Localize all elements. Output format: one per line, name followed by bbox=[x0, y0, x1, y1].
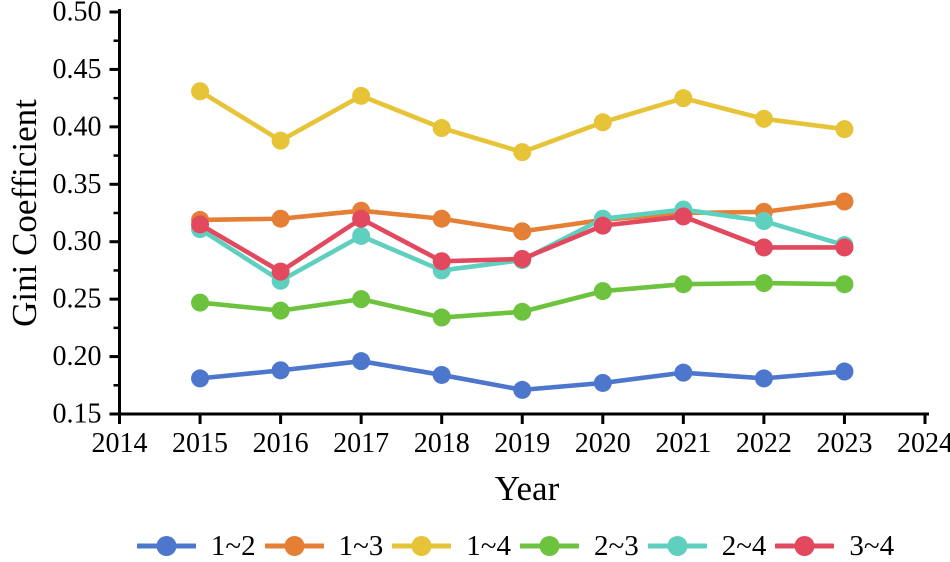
series-marker-2~3 bbox=[674, 275, 692, 293]
legend-line-marker-icon bbox=[520, 534, 579, 558]
series-marker-3~4 bbox=[594, 217, 612, 235]
x-tick-label: 2018 bbox=[414, 428, 470, 459]
series-marker-1~2 bbox=[272, 361, 290, 379]
series-marker-1~4 bbox=[674, 89, 692, 107]
series-marker-1~2 bbox=[433, 366, 451, 384]
y-tick-label: 0.15 bbox=[53, 399, 102, 430]
x-tick-label: 2015 bbox=[172, 428, 228, 459]
series-marker-1~2 bbox=[191, 369, 209, 387]
legend-label: 2~4 bbox=[722, 532, 767, 561]
series-marker-3~4 bbox=[835, 238, 853, 256]
series-marker-3~4 bbox=[272, 263, 290, 281]
legend-label: 3~4 bbox=[849, 532, 894, 561]
legend-item-2~3: 2~3 bbox=[520, 532, 639, 561]
x-tick-label: 2021 bbox=[655, 428, 711, 459]
legend-item-1~4: 1~4 bbox=[392, 532, 511, 561]
plot-area: 0.15 0.20 0.25 0.30 0.35 0.40 0.45 0.50 2014 2015… bbox=[53, 0, 950, 459]
y-tick-label: 0.45 bbox=[53, 54, 102, 85]
series-marker-2~4 bbox=[352, 227, 370, 245]
x-tick-label: 2017 bbox=[333, 428, 389, 459]
series-marker-1~4 bbox=[191, 82, 209, 100]
series-marker-2~3 bbox=[594, 282, 612, 300]
series-marker-1~2 bbox=[513, 381, 531, 399]
series-marker-3~4 bbox=[191, 215, 209, 233]
series-marker-1~2 bbox=[352, 352, 370, 370]
legend-item-3~4: 3~4 bbox=[775, 532, 894, 561]
gini-line-chart: 0.15 0.20 0.25 0.30 0.35 0.40 0.45 0.50 2014 2015… bbox=[0, 0, 950, 512]
y-tick-label: 0.35 bbox=[53, 169, 102, 200]
y-axis-title: Gini Coefficient bbox=[5, 99, 44, 327]
y-tick-label: 0.20 bbox=[53, 341, 102, 372]
legend-item-1~2: 1~2 bbox=[137, 532, 256, 561]
series-line-1~4 bbox=[200, 91, 844, 152]
series-marker-1~4 bbox=[835, 120, 853, 138]
series-marker-3~4 bbox=[755, 238, 773, 256]
legend-line-marker-icon bbox=[775, 534, 834, 558]
series-marker-1~4 bbox=[352, 87, 370, 105]
y-tick-label: 0.25 bbox=[53, 284, 102, 315]
x-tick-label: 2014 bbox=[92, 428, 148, 459]
series-marker-2~3 bbox=[513, 303, 531, 321]
y-tick-label: 0.50 bbox=[53, 0, 102, 28]
x-tick-label: 2022 bbox=[736, 428, 792, 459]
series-marker-2~3 bbox=[352, 290, 370, 308]
legend-label: 1~4 bbox=[466, 532, 511, 561]
series-marker-2~3 bbox=[272, 302, 290, 320]
series-marker-2~3 bbox=[835, 275, 853, 293]
series-marker-2~4 bbox=[755, 212, 773, 230]
legend-line-marker-icon bbox=[265, 534, 324, 558]
series-marker-1~4 bbox=[272, 132, 290, 150]
legend-line-marker-icon bbox=[392, 534, 451, 558]
y-tick-label: 0.40 bbox=[53, 111, 102, 142]
series-marker-1~2 bbox=[674, 364, 692, 382]
series-marker-2~3 bbox=[433, 309, 451, 327]
legend-label: 1~3 bbox=[339, 532, 384, 561]
series-marker-1~4 bbox=[433, 119, 451, 137]
legend-item-2~4: 2~4 bbox=[648, 532, 767, 561]
series-marker-2~3 bbox=[191, 294, 209, 312]
x-tick-label: 2024 bbox=[897, 428, 950, 459]
series-marker-2~3 bbox=[755, 274, 773, 292]
series-marker-3~4 bbox=[433, 252, 451, 270]
x-tick-label: 2016 bbox=[253, 428, 309, 459]
series-marker-3~4 bbox=[513, 250, 531, 268]
x-tick-label: 2019 bbox=[494, 428, 550, 459]
legend-line-marker-icon bbox=[648, 534, 707, 558]
series-marker-1~2 bbox=[835, 363, 853, 381]
x-axis-title: Year bbox=[495, 469, 560, 508]
x-tick-label: 2020 bbox=[575, 428, 631, 459]
legend-label: 1~2 bbox=[211, 532, 256, 561]
y-tick-label: 0.30 bbox=[53, 226, 102, 257]
series-marker-3~4 bbox=[674, 207, 692, 225]
series-marker-1~4 bbox=[594, 113, 612, 131]
series-marker-1~3 bbox=[272, 210, 290, 228]
series-marker-1~3 bbox=[835, 193, 853, 211]
series-marker-1~3 bbox=[433, 210, 451, 228]
legend: 1~2 1~3 1~4 2~3 2~4 3~4 bbox=[0, 532, 950, 560]
x-tick-label: 2023 bbox=[816, 428, 872, 459]
series-marker-1~4 bbox=[513, 143, 531, 161]
series-line-2~4 bbox=[200, 210, 844, 281]
series-marker-1~4 bbox=[755, 110, 773, 128]
series-marker-3~4 bbox=[352, 210, 370, 228]
series-marker-1~2 bbox=[594, 374, 612, 392]
legend-item-1~3: 1~3 bbox=[265, 532, 384, 561]
series-marker-1~2 bbox=[755, 369, 773, 387]
legend-line-marker-icon bbox=[137, 534, 196, 558]
legend-label: 2~3 bbox=[594, 532, 639, 561]
series-marker-1~3 bbox=[513, 222, 531, 240]
